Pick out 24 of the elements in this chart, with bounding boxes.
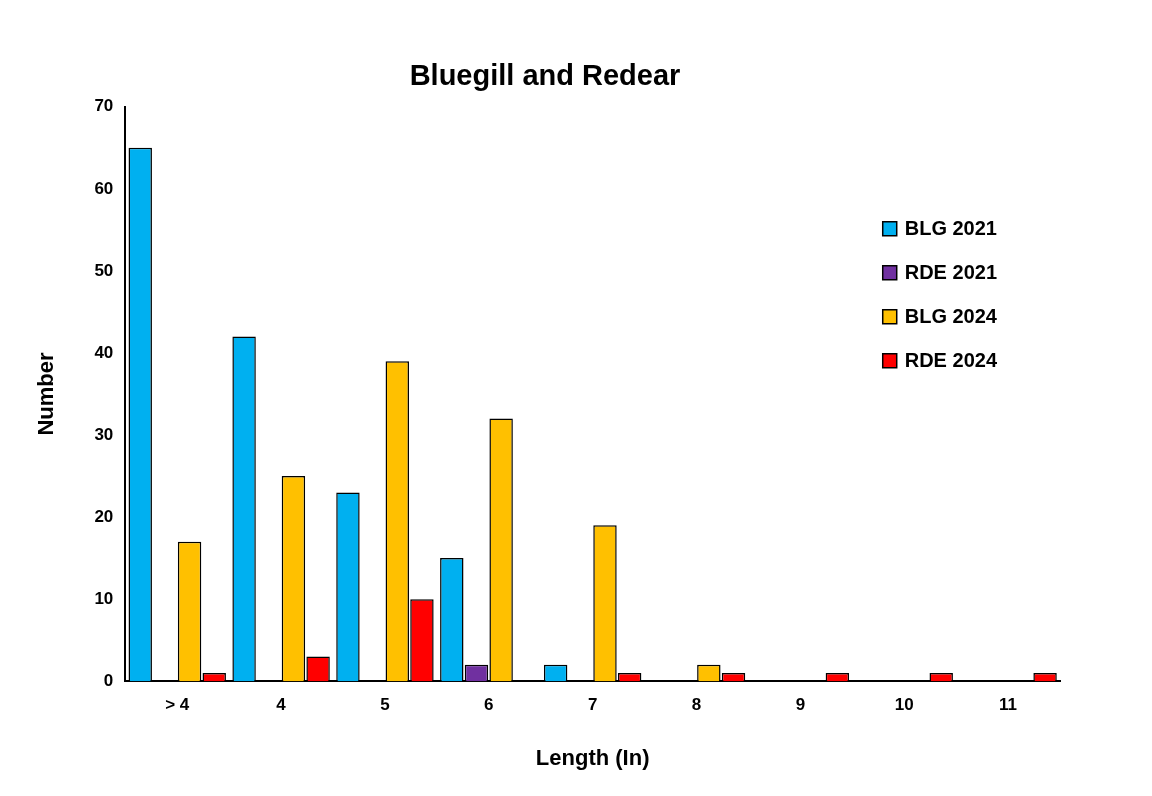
x-tick-label: 7 bbox=[587, 695, 598, 715]
legend-label: RDE 2024 bbox=[904, 349, 998, 372]
x-tick-label: > 4 bbox=[165, 695, 190, 715]
y-tick-label: 40 bbox=[94, 342, 114, 362]
y-tick-label: 60 bbox=[94, 178, 114, 198]
x-tick-label: 11 bbox=[999, 695, 1018, 715]
y-tick-label: 20 bbox=[94, 506, 114, 526]
x-tick-label: 9 bbox=[795, 695, 806, 715]
x-tick-label: 10 bbox=[894, 695, 914, 715]
x-tick-label: 6 bbox=[484, 695, 494, 715]
y-tick-label: 70 bbox=[94, 96, 114, 116]
x-tick-label: 8 bbox=[691, 695, 702, 715]
chart-title: Bluegill and Redear bbox=[409, 59, 681, 92]
x-tick-label: 4 bbox=[276, 695, 287, 715]
y-tick-label: 30 bbox=[94, 424, 114, 444]
y-tick-label: 10 bbox=[94, 588, 114, 608]
y-tick-label: 0 bbox=[103, 670, 114, 690]
y-tick-label: 50 bbox=[94, 260, 114, 280]
x-tick-label: 5 bbox=[380, 695, 390, 715]
legend-label: RDE 2021 bbox=[904, 261, 998, 284]
legend-label: BLG 2021 bbox=[904, 217, 997, 240]
legend-label: BLG 2024 bbox=[904, 305, 998, 328]
y-axis-title: Number bbox=[33, 352, 59, 436]
x-axis-title: Length (In) bbox=[535, 744, 650, 770]
